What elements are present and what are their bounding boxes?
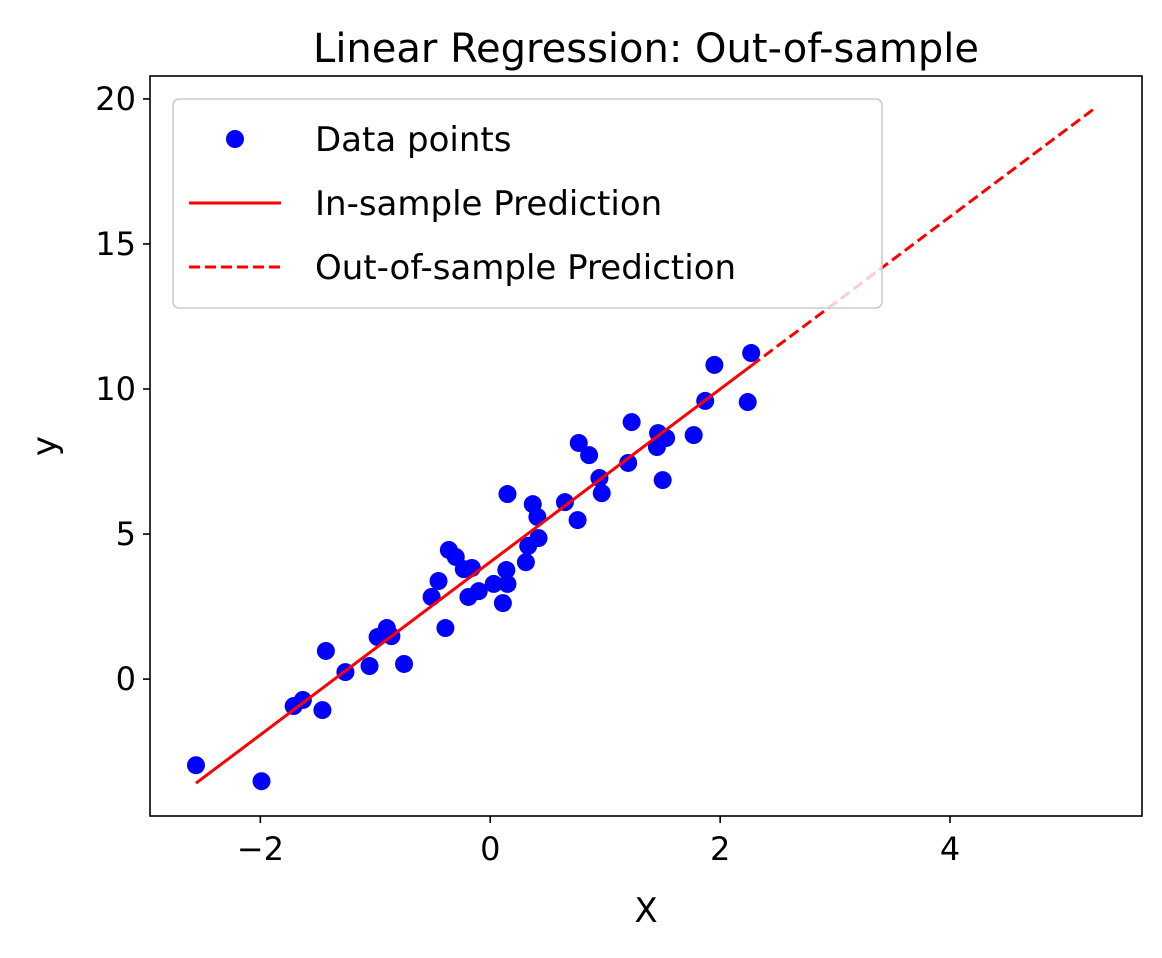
plot-frame xyxy=(149,75,1143,817)
data-point xyxy=(186,756,205,775)
x-tick-label: 2 xyxy=(710,830,730,868)
data-point xyxy=(498,485,517,504)
data-point xyxy=(313,701,332,720)
out-of-sample-line xyxy=(750,107,1095,367)
y-tick-label: 20 xyxy=(95,80,136,118)
data-point xyxy=(436,619,455,638)
x-tick-label: 4 xyxy=(940,830,960,868)
data-point xyxy=(657,429,676,448)
data-point xyxy=(738,393,757,412)
data-point xyxy=(493,594,512,613)
data-point xyxy=(360,657,379,676)
data-point xyxy=(395,654,414,673)
data-point xyxy=(742,344,761,363)
data-point xyxy=(569,433,588,452)
data-point xyxy=(498,574,517,593)
data-point xyxy=(252,772,271,791)
y-tick-label: 15 xyxy=(95,225,136,263)
in-sample-line xyxy=(195,364,753,785)
data-point xyxy=(592,484,611,503)
legend-label-points: Data points xyxy=(315,120,511,160)
data-point xyxy=(580,446,599,465)
x-tick-label: 0 xyxy=(480,830,500,868)
data-point xyxy=(622,413,641,432)
legend-box xyxy=(172,98,883,309)
chart-title: Linear Regression: Out-of-sample xyxy=(313,26,979,72)
data-point xyxy=(705,355,724,374)
data-point xyxy=(429,572,448,591)
data-point xyxy=(653,471,672,490)
data-point xyxy=(684,426,703,445)
x-tick-label: −2 xyxy=(237,830,284,868)
data-point xyxy=(516,553,535,572)
data-point xyxy=(568,511,587,530)
y-tick-label: 10 xyxy=(95,370,136,408)
data-point xyxy=(619,453,638,472)
data-point xyxy=(497,561,516,580)
y-axis-label: y xyxy=(25,436,65,456)
y-tick-label: 0 xyxy=(116,660,136,698)
data-point xyxy=(529,529,548,548)
data-point xyxy=(484,574,503,593)
y-tick-label: 5 xyxy=(116,515,136,553)
data-point xyxy=(555,493,574,512)
legend-label-out-of-sample: Out-of-sample Prediction xyxy=(315,248,736,288)
data-point xyxy=(316,641,335,660)
x-axis-label: X xyxy=(634,891,657,931)
data-point xyxy=(469,582,488,601)
legend-label-in-sample: In-sample Prediction xyxy=(315,184,662,224)
legend-marker-points xyxy=(226,130,244,148)
legend: Data points In-sample Prediction Out-of-… xyxy=(172,98,883,309)
data-point xyxy=(422,587,441,606)
